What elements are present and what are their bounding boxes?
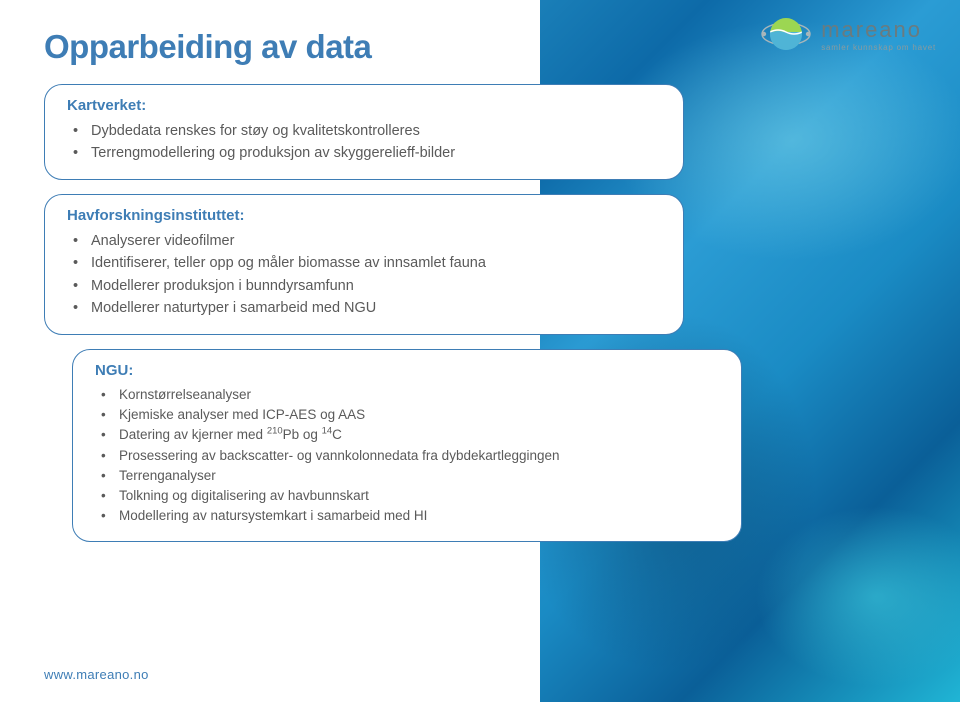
box-header: NGU: — [95, 362, 719, 379]
list-item: Terrenganalyser — [99, 466, 719, 486]
list-item: Terrengmodellering og produksjon av skyg… — [71, 142, 661, 164]
list-item: Kjemiske analyser med ICP-AES og AAS — [99, 405, 719, 425]
box-havforskningsinstituttet: Havforskningsinstituttet: Analyserer vid… — [44, 194, 684, 335]
list-item: Tolkning og digitalisering av havbunnska… — [99, 486, 719, 506]
list-item: Prosessering av backscatter- og vannkolo… — [99, 446, 719, 466]
list-item: Dybdedata renskes for støy og kvalitetsk… — [71, 120, 661, 142]
bullet-list: Kornstørrelseanalyser Kjemiske analyser … — [95, 385, 719, 527]
logo: mareano samler kunnskap om havet — [761, 12, 936, 56]
list-item: Modellering av natursystemkart i samarbe… — [99, 506, 719, 526]
list-item: Modellerer produksjon i bunndyrsamfunn — [71, 275, 661, 297]
logo-tagline: samler kunnskap om havet — [821, 43, 936, 52]
list-item: Datering av kjerner med 210Pb og 14C — [99, 425, 719, 445]
list-item: Identifiserer, teller opp og måler bioma… — [71, 252, 661, 274]
box-kartverket: Kartverket: Dybdedata renskes for støy o… — [44, 84, 684, 180]
logo-brand: mareano — [821, 17, 936, 43]
footer-url: www.mareano.no — [44, 667, 149, 682]
box-header: Kartverket: — [67, 97, 661, 114]
box-header: Havforskningsinstituttet: — [67, 207, 661, 224]
list-item: Kornstørrelseanalyser — [99, 385, 719, 405]
logo-text: mareano samler kunnskap om havet — [821, 17, 936, 52]
bullet-list: Dybdedata renskes for støy og kvalitetsk… — [67, 120, 661, 165]
list-item: Modellerer naturtyper i samarbeid med NG… — [71, 297, 661, 319]
globe-icon — [761, 12, 811, 56]
box-ngu: NGU: Kornstørrelseanalyser Kjemiske anal… — [72, 349, 742, 542]
bullet-list: Analyserer videofilmer Identifiserer, te… — [67, 230, 661, 320]
slide-content: Opparbeiding av data Kartverket: Dybdeda… — [0, 0, 960, 542]
list-item: Analyserer videofilmer — [71, 230, 661, 252]
